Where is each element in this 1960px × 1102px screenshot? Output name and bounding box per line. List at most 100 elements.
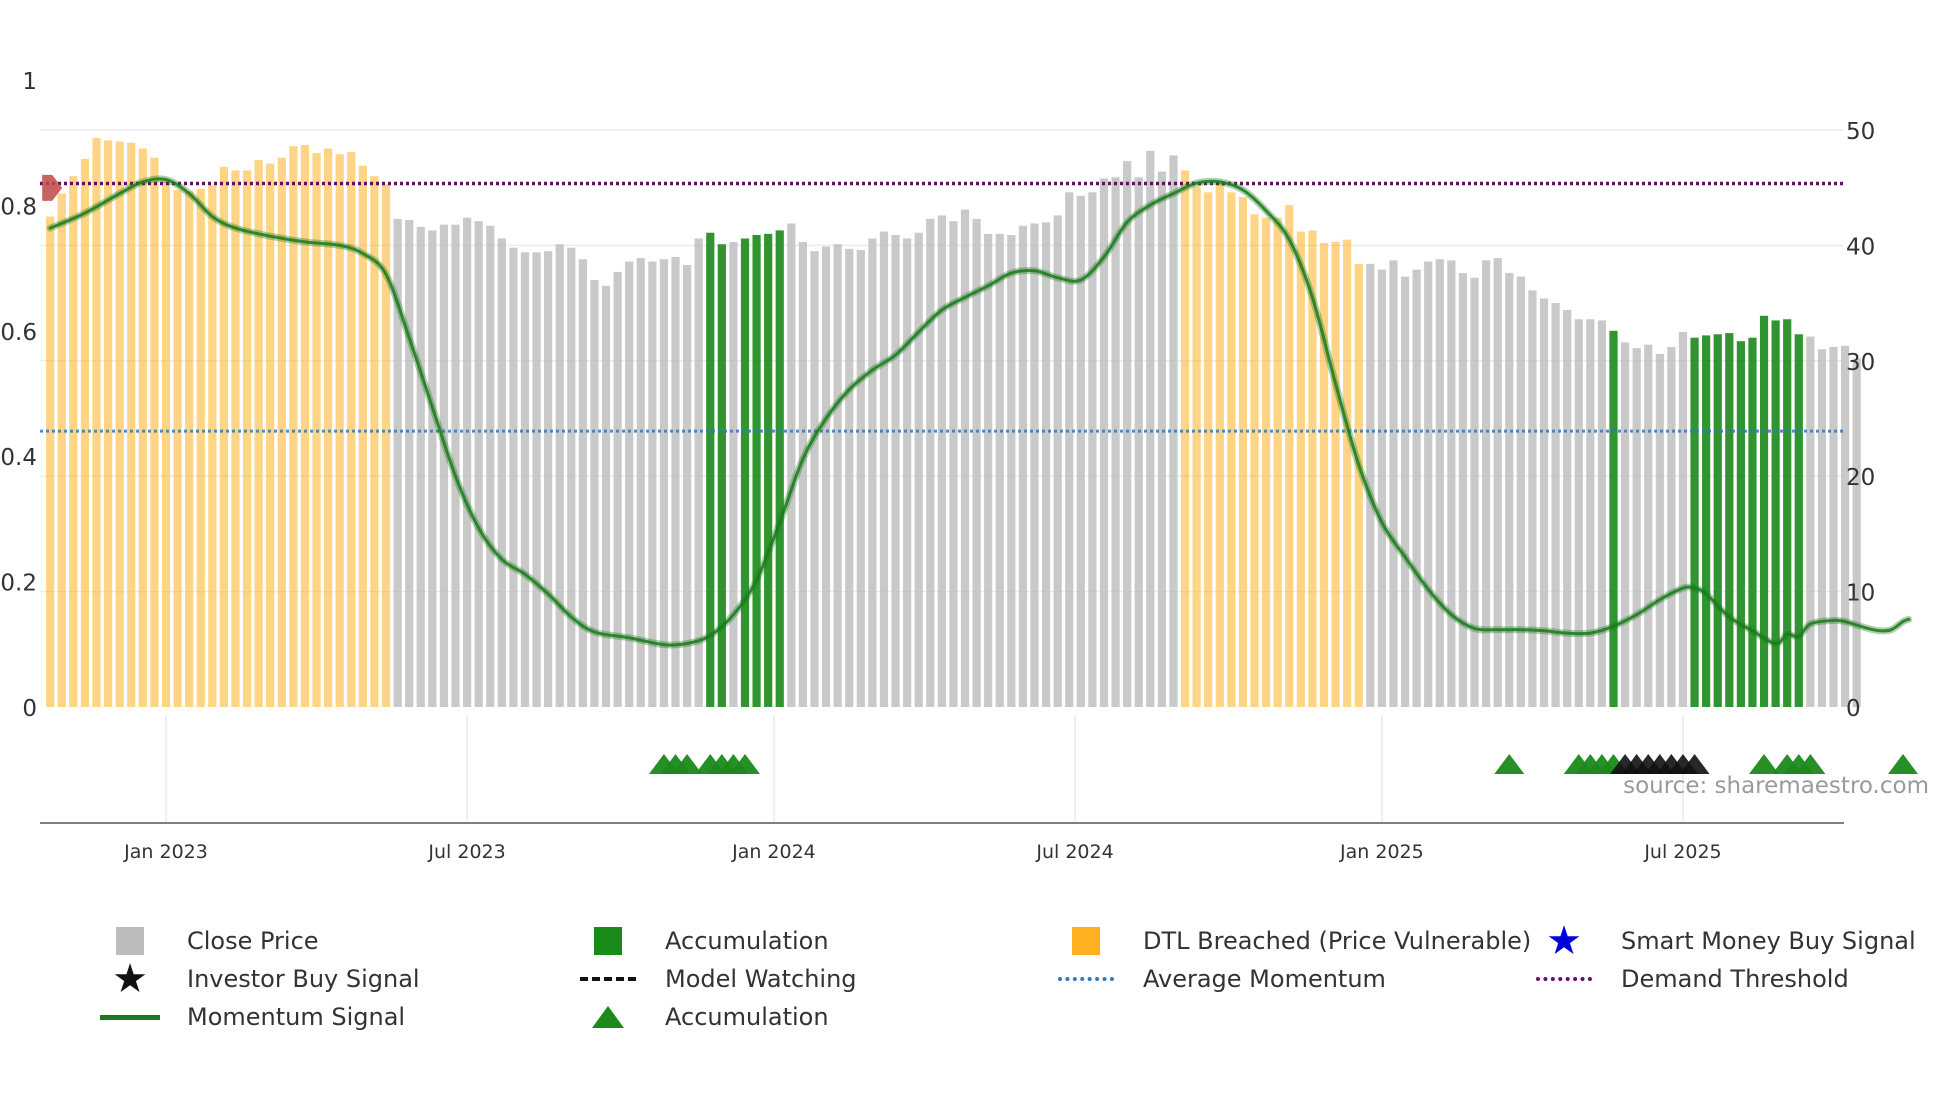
accumulation-bar xyxy=(775,230,784,707)
dtl-breached-bar xyxy=(185,191,194,708)
close-price-bar xyxy=(1007,235,1016,707)
close-price-bar xyxy=(462,217,472,708)
dtl-breached-bar xyxy=(173,190,182,707)
close-price-bar xyxy=(995,233,1004,708)
close-price-bar xyxy=(1539,298,1549,707)
close-price-bar xyxy=(625,261,634,707)
close-price-bar xyxy=(891,235,900,707)
close-price-bar xyxy=(1505,273,1514,707)
close-price-bar xyxy=(1123,161,1132,707)
close-price-bar xyxy=(683,265,692,707)
close-price-bar xyxy=(1018,225,1028,708)
x-axis-tick-label: Jan 2025 xyxy=(1339,841,1424,863)
dtl-breached-bar xyxy=(196,188,205,707)
dtl-breached-bar xyxy=(1319,243,1329,708)
close-price-bar xyxy=(428,230,437,707)
close-price-bar xyxy=(555,244,564,707)
dtl-breached-bar xyxy=(335,154,344,707)
close-price-bar xyxy=(1806,336,1815,707)
right-axis-tick-label: 40 xyxy=(1846,234,1875,260)
close-price-bar xyxy=(1447,260,1456,707)
close-price-bar xyxy=(914,232,923,707)
close-price-bar xyxy=(416,226,425,707)
close-price-bar xyxy=(1065,192,1074,708)
close-price-bar xyxy=(1111,177,1120,708)
dtl-breached-bar xyxy=(347,151,356,707)
close-price-bar xyxy=(1493,258,1502,707)
close-price-bar xyxy=(601,285,611,707)
accumulation-bar xyxy=(1702,335,1711,707)
accumulation-triangle xyxy=(1888,754,1918,774)
close-price-bar xyxy=(787,223,796,707)
accumulation-triangle xyxy=(1749,754,1780,774)
close-price-bar xyxy=(1597,320,1607,707)
close-price-bar xyxy=(1169,155,1178,707)
close-price-bar xyxy=(532,252,541,707)
close-price-bar xyxy=(1852,358,1861,707)
x-axis-tick-label: Jul 2025 xyxy=(1643,841,1721,863)
dtl-breached-bar xyxy=(1296,231,1305,707)
right-axis-tick-label: 20 xyxy=(1846,465,1875,491)
dtl-breached-bar xyxy=(1180,170,1190,707)
accumulation-triangle xyxy=(1494,754,1525,774)
dtl-breached-bar xyxy=(1354,263,1363,707)
close-price-bar xyxy=(1053,215,1062,707)
accumulation-bar xyxy=(706,232,715,707)
dtl-breached-bar xyxy=(1227,192,1236,708)
close-price-bar xyxy=(1030,223,1039,707)
close-price-bar xyxy=(613,271,622,707)
dtl-breached-bar xyxy=(138,148,147,708)
close-price-bar xyxy=(845,248,854,707)
accumulation-bar xyxy=(1609,330,1618,707)
close-price-bar xyxy=(671,256,680,707)
dtl-breached-bar xyxy=(80,158,90,708)
close-price-bar xyxy=(729,241,738,708)
close-price-bar xyxy=(972,218,981,707)
x-axis-tick-label: Jan 2023 xyxy=(123,841,208,863)
close-price-bar xyxy=(1400,276,1410,707)
start-marker xyxy=(42,174,63,201)
close-price-bar xyxy=(879,231,889,707)
close-price-bar xyxy=(1482,260,1491,707)
dtl-breached-bar xyxy=(208,185,217,708)
close-price-bar xyxy=(1551,303,1560,707)
close-price-bar xyxy=(567,247,576,707)
close-price-bar xyxy=(1389,260,1398,707)
close-price-bar xyxy=(1528,290,1537,707)
close-price-bar xyxy=(659,259,669,707)
close-price-bar xyxy=(636,258,645,707)
close-price-bar xyxy=(1146,150,1155,708)
dtl-breached-bar xyxy=(1262,217,1271,708)
close-price-bar xyxy=(520,252,530,707)
close-price-bar xyxy=(1817,349,1827,707)
accumulation-bar xyxy=(740,238,750,707)
accumulation-bar xyxy=(1783,319,1792,707)
close-price-bar xyxy=(1076,195,1085,707)
close-price-bar xyxy=(949,221,958,707)
dtl-breached-bar xyxy=(1273,217,1282,708)
close-price-bar xyxy=(1516,276,1525,707)
right-axis-tick-label: 10 xyxy=(1846,581,1875,607)
close-price-bar xyxy=(810,251,819,708)
close-price-bar xyxy=(1412,269,1421,707)
close-price-bar xyxy=(1829,346,1838,707)
dtl-breached-bar xyxy=(370,176,379,707)
dtl-breached-bar xyxy=(1343,239,1352,707)
accumulation-triangle xyxy=(1795,754,1826,774)
close-price-bar xyxy=(1424,261,1433,707)
close-price-bar xyxy=(856,250,865,708)
close-price-bar xyxy=(578,259,587,707)
accumulation-bar xyxy=(1771,320,1780,707)
right-axis-tick-label: 30 xyxy=(1846,350,1875,376)
dtl-breached-bar xyxy=(1192,186,1201,707)
dtl-breached-bar xyxy=(289,146,298,707)
close-price-bar xyxy=(393,218,402,707)
close-price-bar xyxy=(1470,277,1479,707)
dtl-breached-bar xyxy=(1250,214,1259,707)
close-price-bar xyxy=(509,247,518,707)
x-axis-tick-label: Jul 2024 xyxy=(1035,841,1113,863)
close-price-bar xyxy=(1667,346,1676,707)
dtl-breached-bar xyxy=(1285,205,1294,707)
close-price-bar xyxy=(1644,344,1653,707)
